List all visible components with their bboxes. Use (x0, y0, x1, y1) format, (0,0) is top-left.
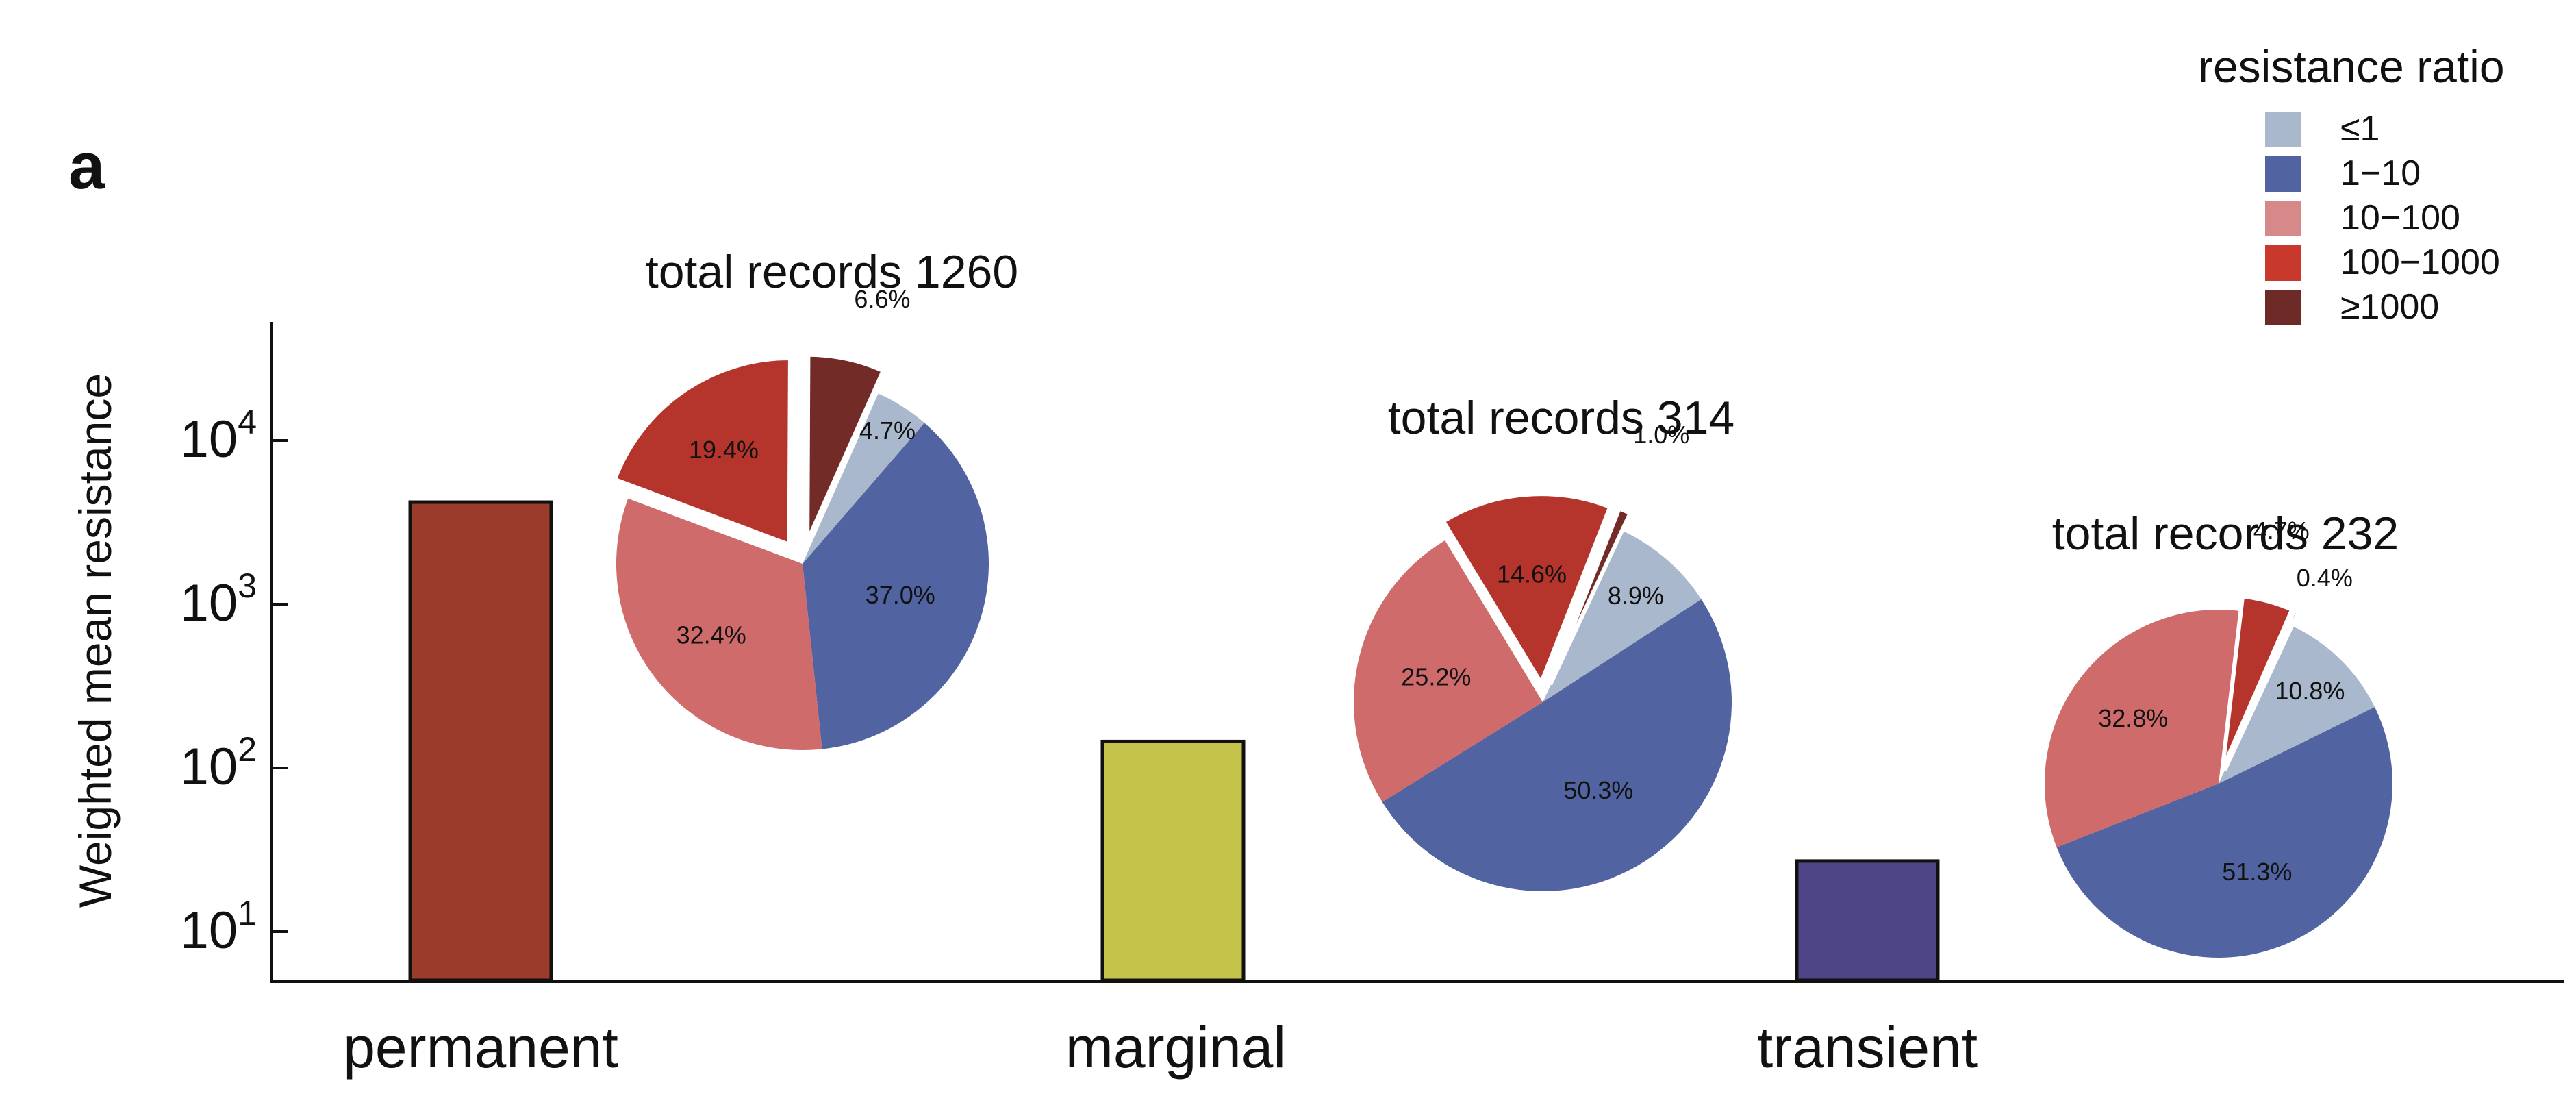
pie-value-label: 50.3% (1563, 776, 1633, 804)
y-tick-label: 101 (180, 894, 257, 960)
x-tick-labels: permanent marginal transient (343, 1015, 1978, 1080)
pie-slice-2 (1353, 540, 1543, 802)
bar-axes: Weighted mean resistance (70, 322, 2564, 983)
pie-value-label: 14.6% (1497, 560, 1567, 588)
legend-swatch (2265, 245, 2301, 281)
pie-title: total records 232 (2052, 508, 2399, 560)
pie-232: total records 232 10.8% 51.3% 32.8% 4.7% 0.4… (2045, 508, 2399, 958)
legend-swatch (2265, 201, 2301, 236)
legend-label: 10−100 (2340, 198, 2460, 238)
pie-value-label: 4.7% (859, 416, 916, 445)
pie-slice-4 (1548, 506, 1633, 686)
pie-slice-2 (616, 498, 822, 750)
pie-value-label: 25.2% (1401, 663, 1471, 691)
pie-slice-1 (1382, 599, 1732, 891)
pie-value-label: 19.4% (689, 436, 759, 464)
x-tick-label-permanent: permanent (343, 1015, 618, 1080)
pie-slice-0 (1543, 530, 1702, 702)
pie-title: total records 314 (1388, 392, 1735, 444)
panel-label: a (68, 129, 105, 203)
pie-slice-3 (612, 356, 792, 548)
pie-value-label: 4.7% (2253, 517, 2310, 545)
legend-swatch (2265, 156, 2301, 192)
pie-slice-4 (805, 352, 886, 542)
pie-slice-0 (2219, 625, 2375, 784)
legend-label: 1−10 (2340, 153, 2421, 193)
y-axis-label: Weighted mean resistance (70, 373, 121, 908)
pie-value-label: 51.3% (2222, 858, 2292, 886)
pie-1260: total records 1260 4.7% 37.0% 32.4% 19.4% 6.… (612, 246, 1018, 750)
y-tick-label: 102 (180, 730, 257, 796)
bar-permanent (408, 500, 553, 982)
y-tick-label: 103 (180, 567, 257, 632)
x-tick-label-transient: transient (1757, 1015, 1978, 1080)
pie-slice-3 (1440, 492, 1613, 688)
pie-slice-3 (2220, 594, 2295, 770)
pie-value-label: 1.0% (1633, 421, 1689, 449)
legend-swatch (2265, 290, 2301, 325)
pie-314: total records 314 8.9% 50.3% 25.2% 14.6% 1.0… (1353, 392, 1735, 891)
legend-title: resistance ratio (2198, 41, 2505, 92)
pie-value-label: 37.0% (866, 581, 935, 609)
bars (408, 500, 1940, 982)
y-tick-label: 104 (180, 403, 257, 469)
pie-value-label: 32.8% (2098, 704, 2168, 732)
y-ticks: 101 102 103 104 (180, 403, 288, 960)
pie-value-label: 6.6% (854, 285, 910, 313)
bar-transient (1795, 859, 1940, 982)
x-tick-label-marginal: marginal (1065, 1015, 1286, 1080)
legend-swatch (2265, 112, 2301, 147)
pie-value-label: 32.4% (677, 621, 746, 649)
pie-slice-1 (2056, 707, 2392, 958)
pie-title: total records 1260 (646, 246, 1018, 298)
pie-slice-2 (2045, 610, 2239, 847)
pie-value-label: 0.4% (2297, 564, 2353, 592)
bar-marginal (1100, 739, 1246, 982)
legend-label: 100−1000 (2340, 242, 2500, 282)
pie-value-label: 8.9% (1608, 582, 1664, 610)
legend-label: ≥1000 (2340, 287, 2439, 327)
pie-slice-4 (2223, 608, 2301, 771)
pie-slice-1 (803, 423, 989, 749)
pie-value-label: 10.8% (2275, 677, 2345, 705)
pie-slice-0 (803, 393, 925, 564)
legend-label: ≤1 (2340, 109, 2379, 149)
